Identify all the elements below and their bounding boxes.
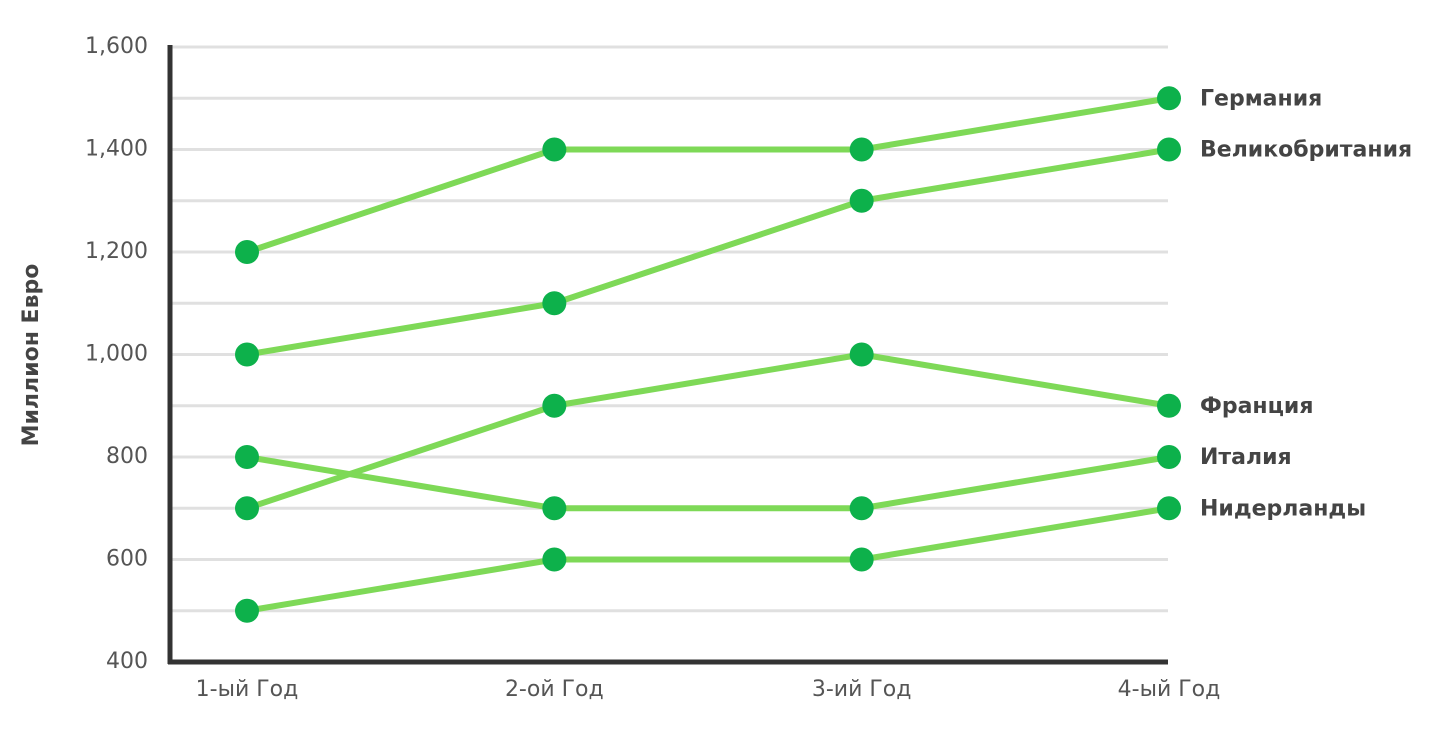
y-tick-label: 1,400: [85, 137, 148, 162]
point: [542, 137, 567, 162]
x-tick-label: 4-ый Год: [1118, 677, 1221, 702]
series-line: [246, 505, 1170, 614]
point: [542, 291, 567, 316]
point: [1157, 496, 1181, 521]
series-label: Великобритания: [1200, 138, 1412, 163]
series-line: [246, 95, 1170, 255]
point: [235, 598, 259, 623]
y-tick-label: 1,000: [85, 342, 148, 367]
series-line: [246, 146, 1170, 358]
series-label: Италия: [1200, 445, 1292, 470]
y-tick-label: 1,200: [85, 239, 148, 264]
point: [542, 496, 567, 521]
point: [849, 547, 874, 572]
series-line: [246, 351, 1170, 512]
y-tick-label: 1,600: [85, 34, 148, 59]
point: [849, 137, 874, 162]
x-tick-label: 1-ый Год: [196, 677, 299, 702]
point: [849, 188, 874, 213]
point: [542, 547, 567, 572]
series-line: [246, 454, 1170, 512]
y-axis-label: Миллион Евро: [19, 264, 44, 447]
y-tick-label: 400: [106, 649, 148, 674]
x-tick-label: 2-ой Год: [505, 677, 604, 702]
point: [1157, 86, 1181, 111]
series-label: Германия: [1200, 86, 1322, 111]
point: [235, 496, 259, 521]
point: [849, 342, 874, 367]
point: [1157, 137, 1181, 162]
point: [235, 342, 259, 367]
point: [235, 445, 259, 469]
point: [235, 240, 259, 264]
series-label: Нидерланды: [1200, 496, 1366, 521]
point: [1157, 445, 1181, 469]
y-tick-label: 600: [106, 547, 148, 572]
series-label: Франция: [1200, 394, 1313, 419]
point: [849, 496, 874, 521]
point: [542, 393, 567, 418]
point: [1157, 393, 1181, 418]
y-tick-label: 800: [106, 444, 148, 469]
x-tick-label: 3-ий Год: [812, 677, 912, 702]
